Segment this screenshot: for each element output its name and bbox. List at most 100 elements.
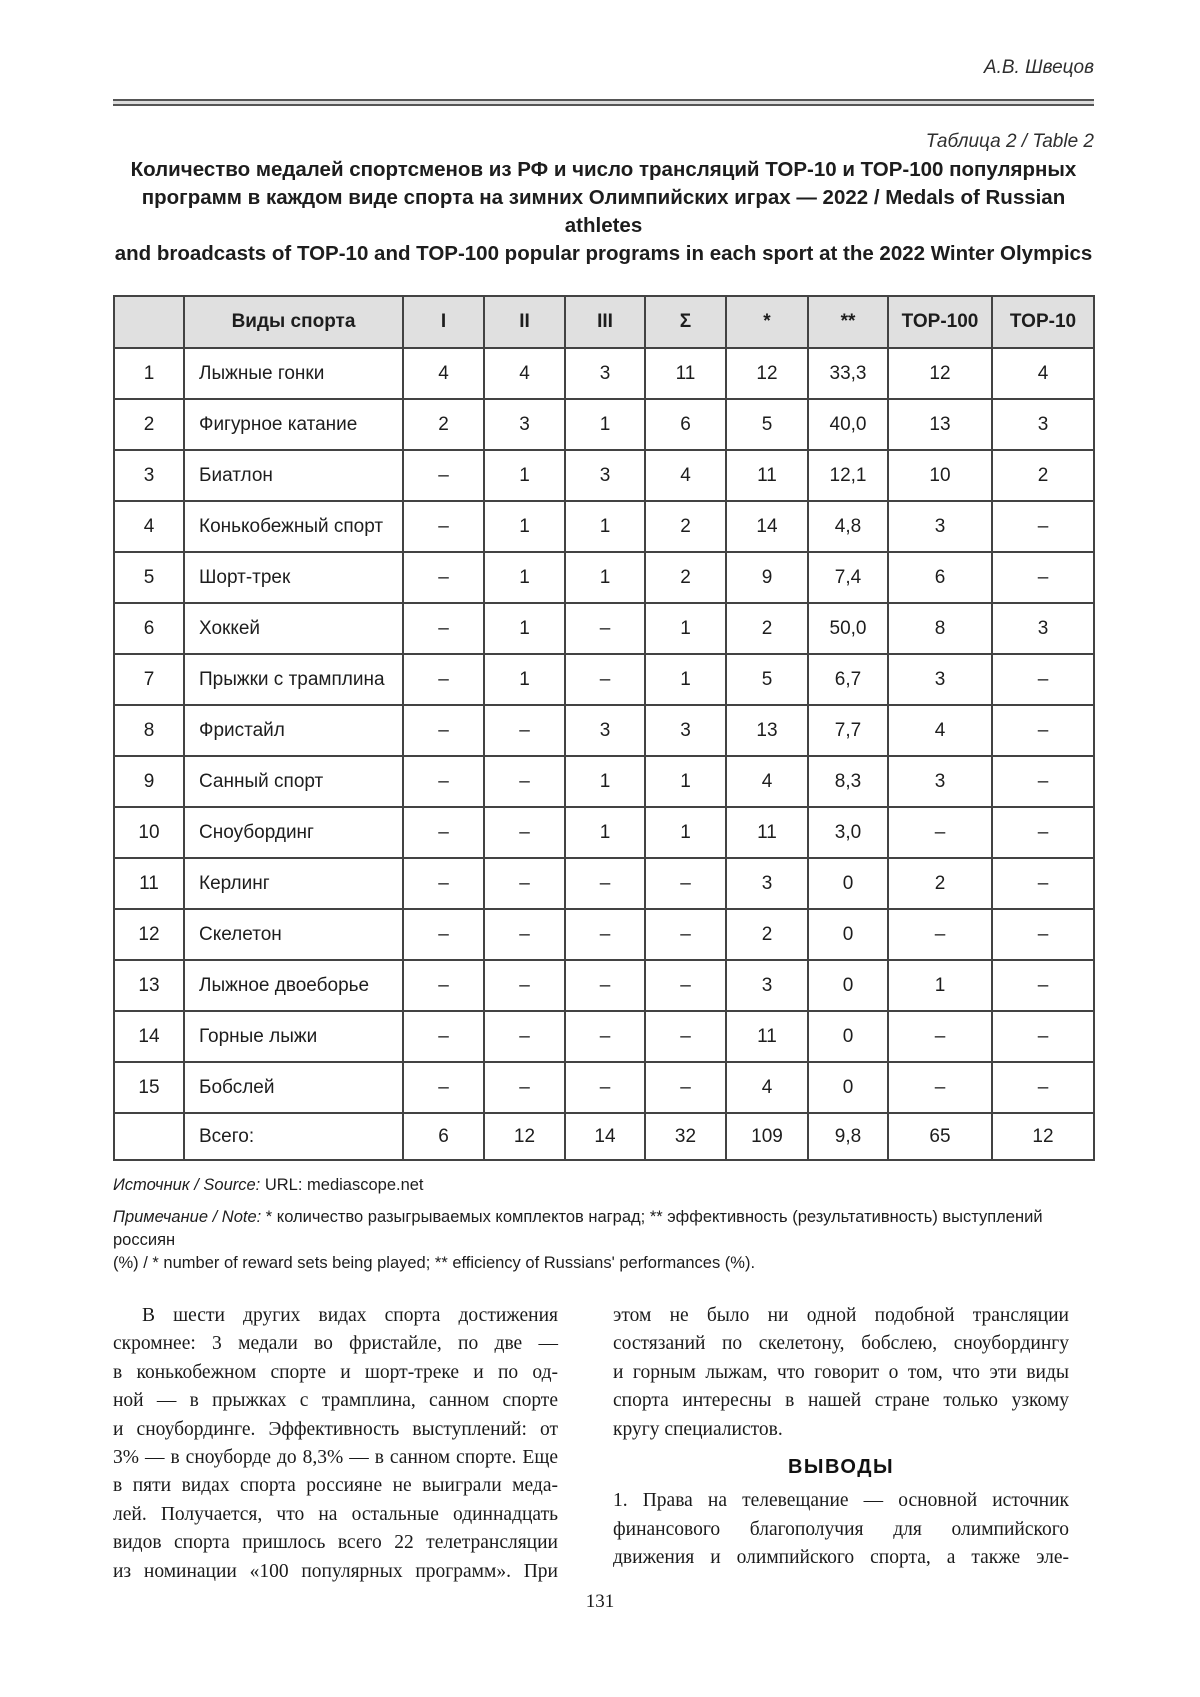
- value-cell: 3: [564, 704, 646, 757]
- value-cell: 1: [564, 398, 646, 451]
- value-cell: 1: [887, 959, 993, 1012]
- value-cell: 8: [887, 602, 993, 655]
- column-header-silver: II: [483, 295, 566, 349]
- sport-name-cell: Прыжки с трамплина: [183, 653, 404, 706]
- sport-name-cell: Санный спорт: [183, 755, 404, 808]
- sport-name-cell: Конькобежный спорт: [183, 500, 404, 553]
- column-header-top10: TOP-10: [991, 295, 1095, 349]
- value-cell: –: [644, 857, 727, 910]
- value-cell: 5: [725, 398, 809, 451]
- value-cell: 6: [402, 1112, 485, 1161]
- medals-broadcasts-table: Виды спорта I II III Σ * ** TOP-100 TOP-…: [113, 295, 1095, 1161]
- value-cell: 11: [644, 347, 727, 400]
- column-header-double-star: **: [807, 295, 889, 349]
- value-cell: –: [644, 959, 727, 1012]
- author-name: А.В. Швецов: [983, 57, 1094, 78]
- right-paragraph-continued: этом не было ни одной подобной трансляци…: [613, 1305, 1069, 1412]
- value-cell: –: [991, 704, 1095, 757]
- value-cell: 4: [887, 704, 993, 757]
- value-cell: –: [991, 908, 1095, 961]
- sport-name-cell: Фристайл: [183, 704, 404, 757]
- value-cell: 9: [725, 551, 809, 604]
- value-cell: 50,0: [807, 602, 889, 655]
- table-row: 5 Шорт-трек –1 1 2 9 7,4 6–: [113, 551, 1095, 604]
- row-number-cell: 14: [113, 1010, 185, 1063]
- source-value: URL: mediascope.net: [260, 1176, 424, 1194]
- value-cell: 0: [807, 857, 889, 910]
- value-cell: 3: [991, 602, 1095, 655]
- value-cell: 3: [887, 755, 993, 808]
- value-cell: 7,7: [807, 704, 889, 757]
- row-number-cell: 15: [113, 1061, 185, 1114]
- column-header-sum: Σ: [644, 295, 727, 349]
- value-cell: –: [402, 908, 485, 961]
- source-label: Источник / Source:: [113, 1176, 261, 1194]
- value-cell: –: [402, 551, 485, 604]
- value-cell: 65: [887, 1112, 993, 1161]
- value-cell: 11: [725, 806, 809, 859]
- value-cell: 6,7: [807, 653, 889, 706]
- value-cell: –: [402, 449, 485, 502]
- value-cell: 12: [483, 1112, 566, 1161]
- value-cell: –: [991, 755, 1095, 808]
- table-row: 12 Скелетон – – – –2 0– –: [113, 908, 1095, 961]
- table-caption: Количество медалей спортсменов из РФ и ч…: [114, 158, 1093, 265]
- column-header-sports: Виды спорта: [183, 295, 404, 349]
- page-content: А.В. Швецов Таблица 2 / Table 2 Количест…: [113, 0, 1095, 1586]
- value-cell: 1: [564, 551, 646, 604]
- page-number: 131: [585, 1591, 615, 1612]
- value-cell: 12: [991, 1112, 1095, 1161]
- value-cell: 3: [725, 959, 809, 1012]
- value-cell: 1: [483, 449, 566, 502]
- row-number-cell: 10: [113, 806, 185, 859]
- note-label: Примечание / Note:: [113, 1208, 262, 1226]
- value-cell: 2: [725, 908, 809, 961]
- sport-name-cell: Шорт-трек: [183, 551, 404, 604]
- value-cell: 6: [887, 551, 993, 604]
- conclusions-heading: ВЫВОДЫ: [787, 1456, 895, 1479]
- value-cell: 8,3: [807, 755, 889, 808]
- note-value: * количество разыгрываемых комплектов на…: [113, 1208, 1043, 1272]
- source-line: Источник / Source: URL: mediascope.net: [113, 1174, 1094, 1196]
- value-cell: –: [564, 908, 646, 961]
- value-cell: –: [887, 1010, 993, 1063]
- value-cell: 4: [991, 347, 1095, 400]
- value-cell: –: [564, 653, 646, 706]
- value-cell: 12: [725, 347, 809, 400]
- value-cell: 7,4: [807, 551, 889, 604]
- table-header: Виды спорта I II III Σ * ** TOP-100 TOP-…: [113, 295, 1095, 349]
- value-cell: 1: [483, 653, 566, 706]
- value-cell: –: [402, 1010, 485, 1063]
- value-cell: –: [887, 806, 993, 859]
- row-number-cell: 4: [113, 500, 185, 553]
- table-number-label: Таблица 2 / Table 2: [925, 131, 1094, 152]
- body-text-columns: В шести других видах спорта достижения с…: [113, 1302, 1094, 1586]
- table-row: 14 Горные лыжи – – – –11 0– –: [113, 1010, 1095, 1063]
- sport-name-cell: Хоккей: [183, 602, 404, 655]
- value-cell: –: [402, 500, 485, 553]
- value-cell: –: [564, 602, 646, 655]
- value-cell: –: [991, 551, 1095, 604]
- value-cell: –: [483, 959, 566, 1012]
- column-header-bronze: III: [564, 295, 646, 349]
- value-cell: –: [887, 908, 993, 961]
- table-row: 2 Фигурное катание 2 3 1 6 5 40,0 13 3: [113, 398, 1095, 451]
- value-cell: 1: [644, 602, 727, 655]
- row-number-cell: 8: [113, 704, 185, 757]
- note-line: Примечание / Note: * количество разыгрыв…: [113, 1206, 1094, 1275]
- value-cell: 33,3: [807, 347, 889, 400]
- body-left-column: В шести других видах спорта достижения с…: [113, 1302, 558, 1586]
- value-cell: 2: [402, 398, 485, 451]
- value-cell: 1: [483, 602, 566, 655]
- value-cell: –: [991, 653, 1095, 706]
- value-cell: 1: [644, 806, 727, 859]
- value-cell: –: [991, 959, 1095, 1012]
- value-cell: –: [991, 1061, 1095, 1114]
- sport-name-cell: Фигурное катание: [183, 398, 404, 451]
- value-cell: 4: [402, 347, 485, 400]
- value-cell: –: [483, 1061, 566, 1114]
- table-row: 7 Прыжки с трамплина –1–1 5 6,7 3–: [113, 653, 1095, 706]
- value-cell: 3: [564, 449, 646, 502]
- value-cell: –: [402, 653, 485, 706]
- value-cell: 1: [483, 551, 566, 604]
